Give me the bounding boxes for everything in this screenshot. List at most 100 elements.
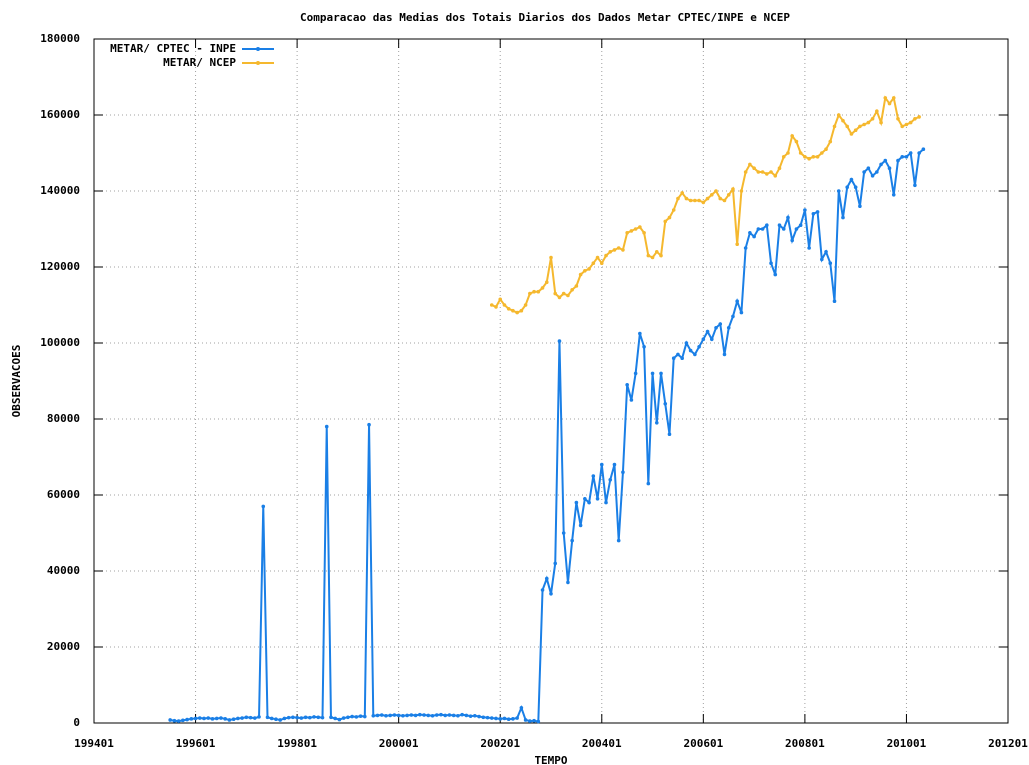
data-point xyxy=(705,329,710,334)
data-point xyxy=(769,261,773,266)
x-axis-label: TEMPO xyxy=(534,754,567,765)
data-point xyxy=(295,715,299,720)
legend-swatch-point xyxy=(256,61,260,65)
data-point xyxy=(866,166,871,170)
data-point xyxy=(312,715,316,719)
data-point xyxy=(498,297,503,302)
data-point xyxy=(587,500,591,505)
data-point xyxy=(828,261,833,266)
data-point xyxy=(612,248,617,252)
data-point xyxy=(688,348,693,353)
data-point xyxy=(676,352,680,357)
data-point xyxy=(629,398,634,402)
y-tick-label: 80000 xyxy=(47,412,80,425)
data-point xyxy=(739,189,744,193)
data-point xyxy=(811,212,816,216)
y-tick-label: 140000 xyxy=(40,184,80,197)
data-point xyxy=(278,718,282,722)
data-point xyxy=(189,717,194,721)
data-point xyxy=(502,303,507,307)
data-point xyxy=(917,115,921,119)
data-point xyxy=(862,122,866,127)
data-point xyxy=(511,308,515,313)
data-point xyxy=(236,716,240,721)
data-point xyxy=(896,158,900,163)
data-point xyxy=(350,714,354,719)
data-point xyxy=(781,155,786,159)
data-point xyxy=(621,248,625,252)
y-tick-label: 180000 xyxy=(40,32,80,45)
data-point xyxy=(625,383,629,387)
data-point xyxy=(401,713,405,718)
data-point xyxy=(709,193,714,197)
data-point xyxy=(240,716,244,720)
data-point xyxy=(451,713,456,718)
y-tick-label: 20000 xyxy=(47,640,80,653)
data-point xyxy=(756,170,761,174)
data-point xyxy=(341,716,346,720)
data-point xyxy=(227,718,232,722)
data-point xyxy=(333,716,337,721)
data-point xyxy=(883,158,888,163)
data-point xyxy=(862,170,866,174)
data-point xyxy=(168,718,172,722)
series-line xyxy=(169,148,925,723)
data-point xyxy=(536,289,541,294)
data-point xyxy=(316,715,321,720)
data-point xyxy=(883,96,888,100)
data-point xyxy=(786,151,790,155)
data-point xyxy=(845,185,850,189)
data-point xyxy=(468,714,473,718)
data-point xyxy=(866,120,871,125)
data-point xyxy=(329,715,333,720)
data-point xyxy=(413,713,418,718)
data-point xyxy=(671,208,676,212)
data-point xyxy=(206,716,211,720)
data-point xyxy=(506,307,511,311)
data-point xyxy=(396,713,401,718)
data-point xyxy=(511,717,515,721)
data-point xyxy=(418,712,422,717)
data-point xyxy=(904,155,909,159)
legend-label: METAR/ CPTEC - INPE xyxy=(110,42,236,55)
x-tick-label: 199601 xyxy=(176,737,216,750)
data-point xyxy=(519,706,524,710)
data-point xyxy=(815,210,820,214)
data-point xyxy=(824,147,828,151)
data-point xyxy=(684,341,689,345)
data-point xyxy=(858,204,862,208)
data-point xyxy=(591,474,596,478)
data-point xyxy=(308,715,312,720)
chart-title: Comparacao das Medias dos Totais Diarios… xyxy=(300,11,790,24)
data-point xyxy=(544,576,549,581)
data-point xyxy=(667,432,672,437)
data-point xyxy=(426,713,431,718)
data-point xyxy=(282,716,287,721)
data-point xyxy=(629,229,634,233)
data-point xyxy=(608,250,613,254)
legend-label: METAR/ NCEP xyxy=(163,56,236,69)
data-point xyxy=(803,208,807,212)
x-tick-label: 199401 xyxy=(74,737,114,750)
data-point xyxy=(252,716,257,720)
data-point xyxy=(193,716,198,721)
data-point xyxy=(532,718,536,723)
data-point xyxy=(820,151,824,155)
data-point xyxy=(659,371,663,376)
data-point xyxy=(536,719,541,724)
data-point xyxy=(447,713,452,717)
data-point xyxy=(320,715,325,720)
data-point xyxy=(790,134,794,138)
data-point xyxy=(202,716,206,721)
data-point xyxy=(324,424,329,429)
data-point xyxy=(595,255,600,260)
data-point xyxy=(667,215,672,220)
data-point xyxy=(532,289,536,294)
data-point xyxy=(599,462,604,467)
x-tick-label: 201201 xyxy=(988,737,1028,750)
y-tick-label: 160000 xyxy=(40,108,80,121)
data-point xyxy=(439,712,443,717)
data-point xyxy=(836,113,841,117)
data-point xyxy=(185,717,189,722)
data-point xyxy=(875,170,879,174)
